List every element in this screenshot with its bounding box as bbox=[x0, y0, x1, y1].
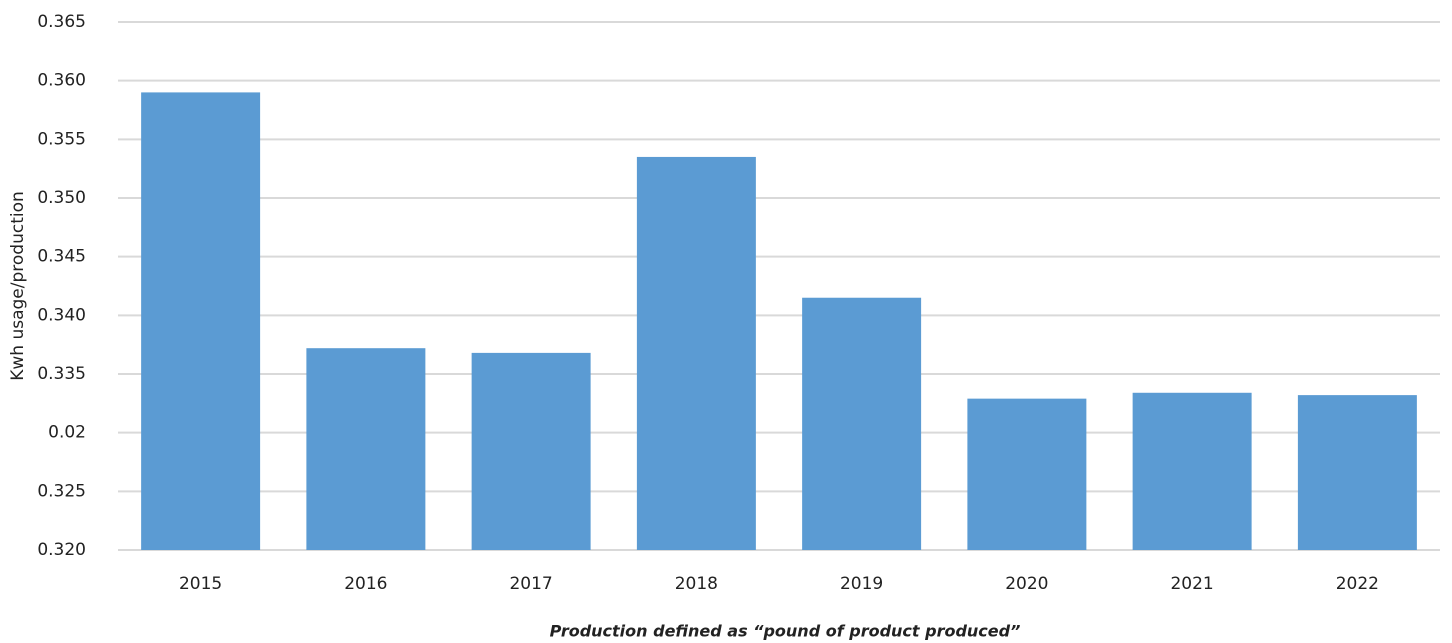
bar bbox=[802, 297, 922, 550]
y-tick-label: 0.365 bbox=[37, 12, 86, 32]
bar bbox=[471, 352, 591, 550]
x-tick-label: 2018 bbox=[675, 574, 718, 594]
x-tick-label: 2021 bbox=[1170, 574, 1213, 594]
x-tick-label: 2017 bbox=[509, 574, 552, 594]
bar bbox=[636, 156, 756, 550]
y-tick-label: 0.325 bbox=[37, 481, 86, 501]
y-tick-label: 0.345 bbox=[37, 247, 86, 267]
x-tick-label: 2015 bbox=[179, 574, 222, 594]
bar bbox=[141, 92, 261, 551]
x-tick-label: 2020 bbox=[1005, 574, 1048, 594]
y-axis-label: Kwh usage/production bbox=[8, 191, 28, 381]
bar bbox=[967, 398, 1087, 550]
x-tick-label: 2016 bbox=[344, 574, 387, 594]
x-tick-label: 2022 bbox=[1336, 574, 1379, 594]
y-tick-label: 0.350 bbox=[37, 188, 86, 208]
y-tick-label: 0.02 bbox=[48, 423, 86, 443]
y-tick-label: 0.320 bbox=[37, 540, 86, 560]
y-tick-label: 0.355 bbox=[37, 129, 86, 149]
bar bbox=[1132, 392, 1252, 550]
x-tick-label: 2019 bbox=[840, 574, 883, 594]
y-tick-label: 0.340 bbox=[37, 305, 86, 325]
bar bbox=[306, 348, 426, 550]
y-tick-label: 0.335 bbox=[37, 364, 86, 384]
x-axis-label: Production defined as “pound of product … bbox=[550, 622, 1021, 641]
y-tick-label: 0.360 bbox=[37, 71, 86, 91]
bar bbox=[1297, 395, 1417, 550]
